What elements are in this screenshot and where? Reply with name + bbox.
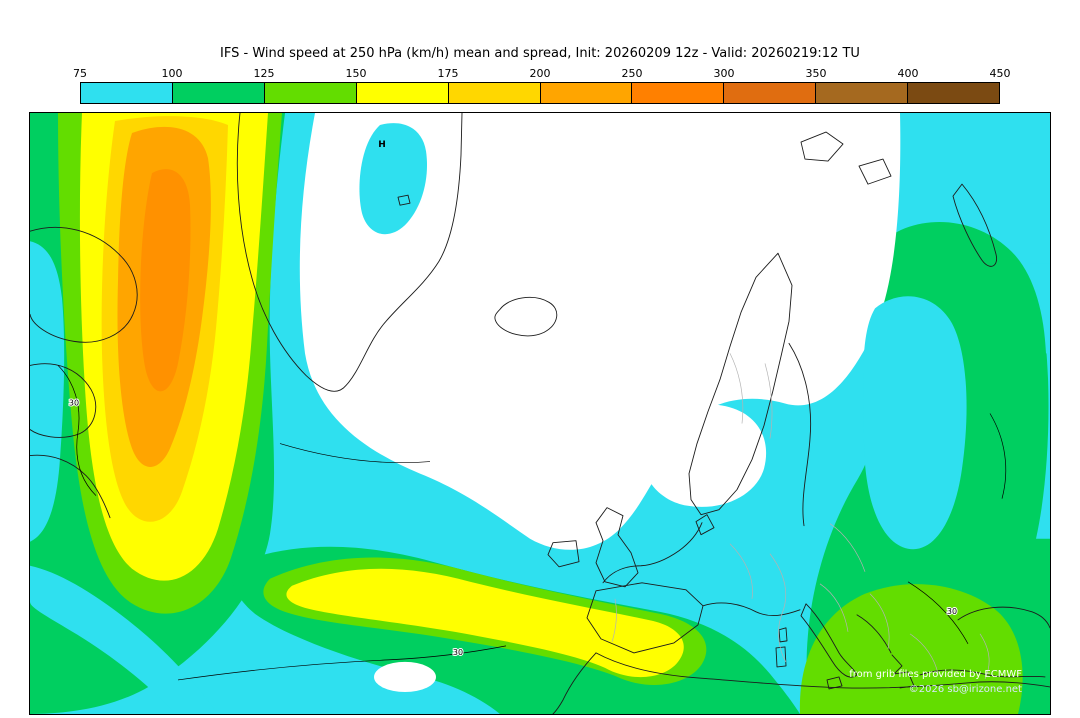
- colorbar-segment: [81, 83, 172, 103]
- border-line: [769, 553, 787, 663]
- colorbar-labels: 75 100 125 150 175 200 250 300 350 400 450: [73, 67, 1011, 82]
- sicily-coastline: [826, 676, 843, 690]
- calm-spot-atlantic: [374, 661, 436, 692]
- spread-contours: [57, 365, 1007, 681]
- spread-contour-line: [279, 443, 431, 464]
- black-sea-coastline: [957, 606, 1050, 629]
- cyan-band-southwest: [30, 565, 218, 714]
- anatolia-coastline: [919, 669, 1046, 678]
- colorbar-tick-label: 200: [529, 67, 551, 80]
- sardinia-coastline: [775, 646, 787, 668]
- page-title: IFS - Wind speed at 250 hPa (km/h) mean …: [220, 46, 860, 61]
- colorbar-segment: [723, 83, 816, 103]
- spread-contour-line: [57, 365, 97, 496]
- novaya-zemlya-coastline: [952, 183, 998, 267]
- yellow-jet-streak: [286, 568, 684, 678]
- spread-contour-label: 30: [69, 398, 79, 407]
- colorbar-tick-label: 250: [621, 67, 643, 80]
- colorbar: [80, 82, 1000, 104]
- border-line: [764, 363, 773, 439]
- greece-coastline: [891, 654, 915, 689]
- weather-map: 30 30 30 H from grib files provided by E…: [29, 112, 1051, 715]
- cyan-patch-arctic: [359, 123, 428, 235]
- coastlines: [30, 113, 1050, 714]
- cyan-strip-east-edge: [1028, 263, 1050, 539]
- border-line: [909, 633, 939, 675]
- attribution-copyright: ©2026 sb@irizone.net: [909, 684, 1022, 695]
- colorbar-segment: [263, 83, 356, 103]
- britain-coastline: [595, 507, 639, 588]
- mediterranean-north-coastline: [702, 602, 801, 617]
- colorbar-tick-label: 175: [437, 67, 459, 80]
- colorbar-tick-label: 75: [73, 67, 87, 80]
- spread-contour-label: 30: [947, 607, 957, 616]
- north-africa-coastline: [595, 652, 1050, 689]
- border-line: [979, 633, 990, 680]
- colorbar-segment: [447, 83, 540, 103]
- greenland-coastline: [236, 113, 463, 392]
- spread-contour-line: [989, 413, 1007, 499]
- orange-max-core: [140, 169, 191, 392]
- high-marker: H: [378, 140, 386, 150]
- colorbar-segment: [539, 83, 632, 103]
- colorbar-tick-label: 125: [253, 67, 275, 80]
- italy-coastline: [800, 603, 858, 678]
- morocco-coastline: [552, 652, 597, 714]
- wind-speed-fill-field: [30, 113, 1050, 714]
- adriatic-coastline: [856, 614, 892, 654]
- colorbar-tick-label: 300: [713, 67, 735, 80]
- iceland-coastline: [494, 296, 558, 337]
- map-canvas: 30 30 30 H from grib files provided by E…: [30, 113, 1050, 714]
- jan-mayen-coastline: [397, 194, 411, 206]
- border-line: [829, 523, 866, 572]
- colorbar-segment: [355, 83, 448, 103]
- cyan-strip-west-edge: [30, 241, 65, 542]
- border-line: [729, 353, 744, 424]
- ireland-coastline: [547, 540, 580, 568]
- political-borders: [611, 353, 990, 680]
- colorbar-wrap: 75 100 125 150 175 200 250 300 350 400 450: [73, 67, 1011, 104]
- baltic-coastline: [788, 342, 812, 527]
- spread-contour-line: [177, 645, 507, 681]
- calm-region-norway: [641, 403, 767, 507]
- svalbard-coastline: [800, 131, 844, 162]
- border-line: [869, 593, 890, 649]
- spread-contour-line: [907, 581, 969, 645]
- attribution-source: from grib files provided by ECMWF: [849, 669, 1022, 680]
- border-line: [611, 598, 617, 642]
- colorbar-tick-label: 100: [161, 67, 183, 80]
- calm-region-arctic: [299, 113, 901, 550]
- colorbar-tick-label: 350: [805, 67, 827, 80]
- border-line: [819, 583, 849, 632]
- baffin-coastline: [30, 226, 138, 343]
- denmark-coastline: [695, 514, 715, 536]
- colorbar-segment: [907, 83, 1000, 103]
- border-line: [729, 543, 753, 599]
- colorbar-segment: [171, 83, 264, 103]
- cyan-pocket-baltic: [863, 296, 967, 550]
- colorbar-tick-label: 450: [989, 67, 1011, 80]
- colorbar-segment: [815, 83, 908, 103]
- colorbar-segment: [631, 83, 724, 103]
- scandinavia-coastline: [688, 252, 793, 516]
- france-coastline: [602, 522, 703, 584]
- spread-contour-label: 30: [453, 648, 463, 657]
- labrador-coastline: [30, 363, 97, 438]
- corsica-coastline: [778, 627, 788, 643]
- colorbar-tick-label: 150: [345, 67, 367, 80]
- colorbar-tick-label: 400: [897, 67, 919, 80]
- band-125-150-southeast: [799, 584, 1023, 714]
- iberia-coastline: [586, 582, 704, 654]
- canada-coastline: [30, 454, 111, 519]
- franz-josef-coastline: [858, 158, 892, 185]
